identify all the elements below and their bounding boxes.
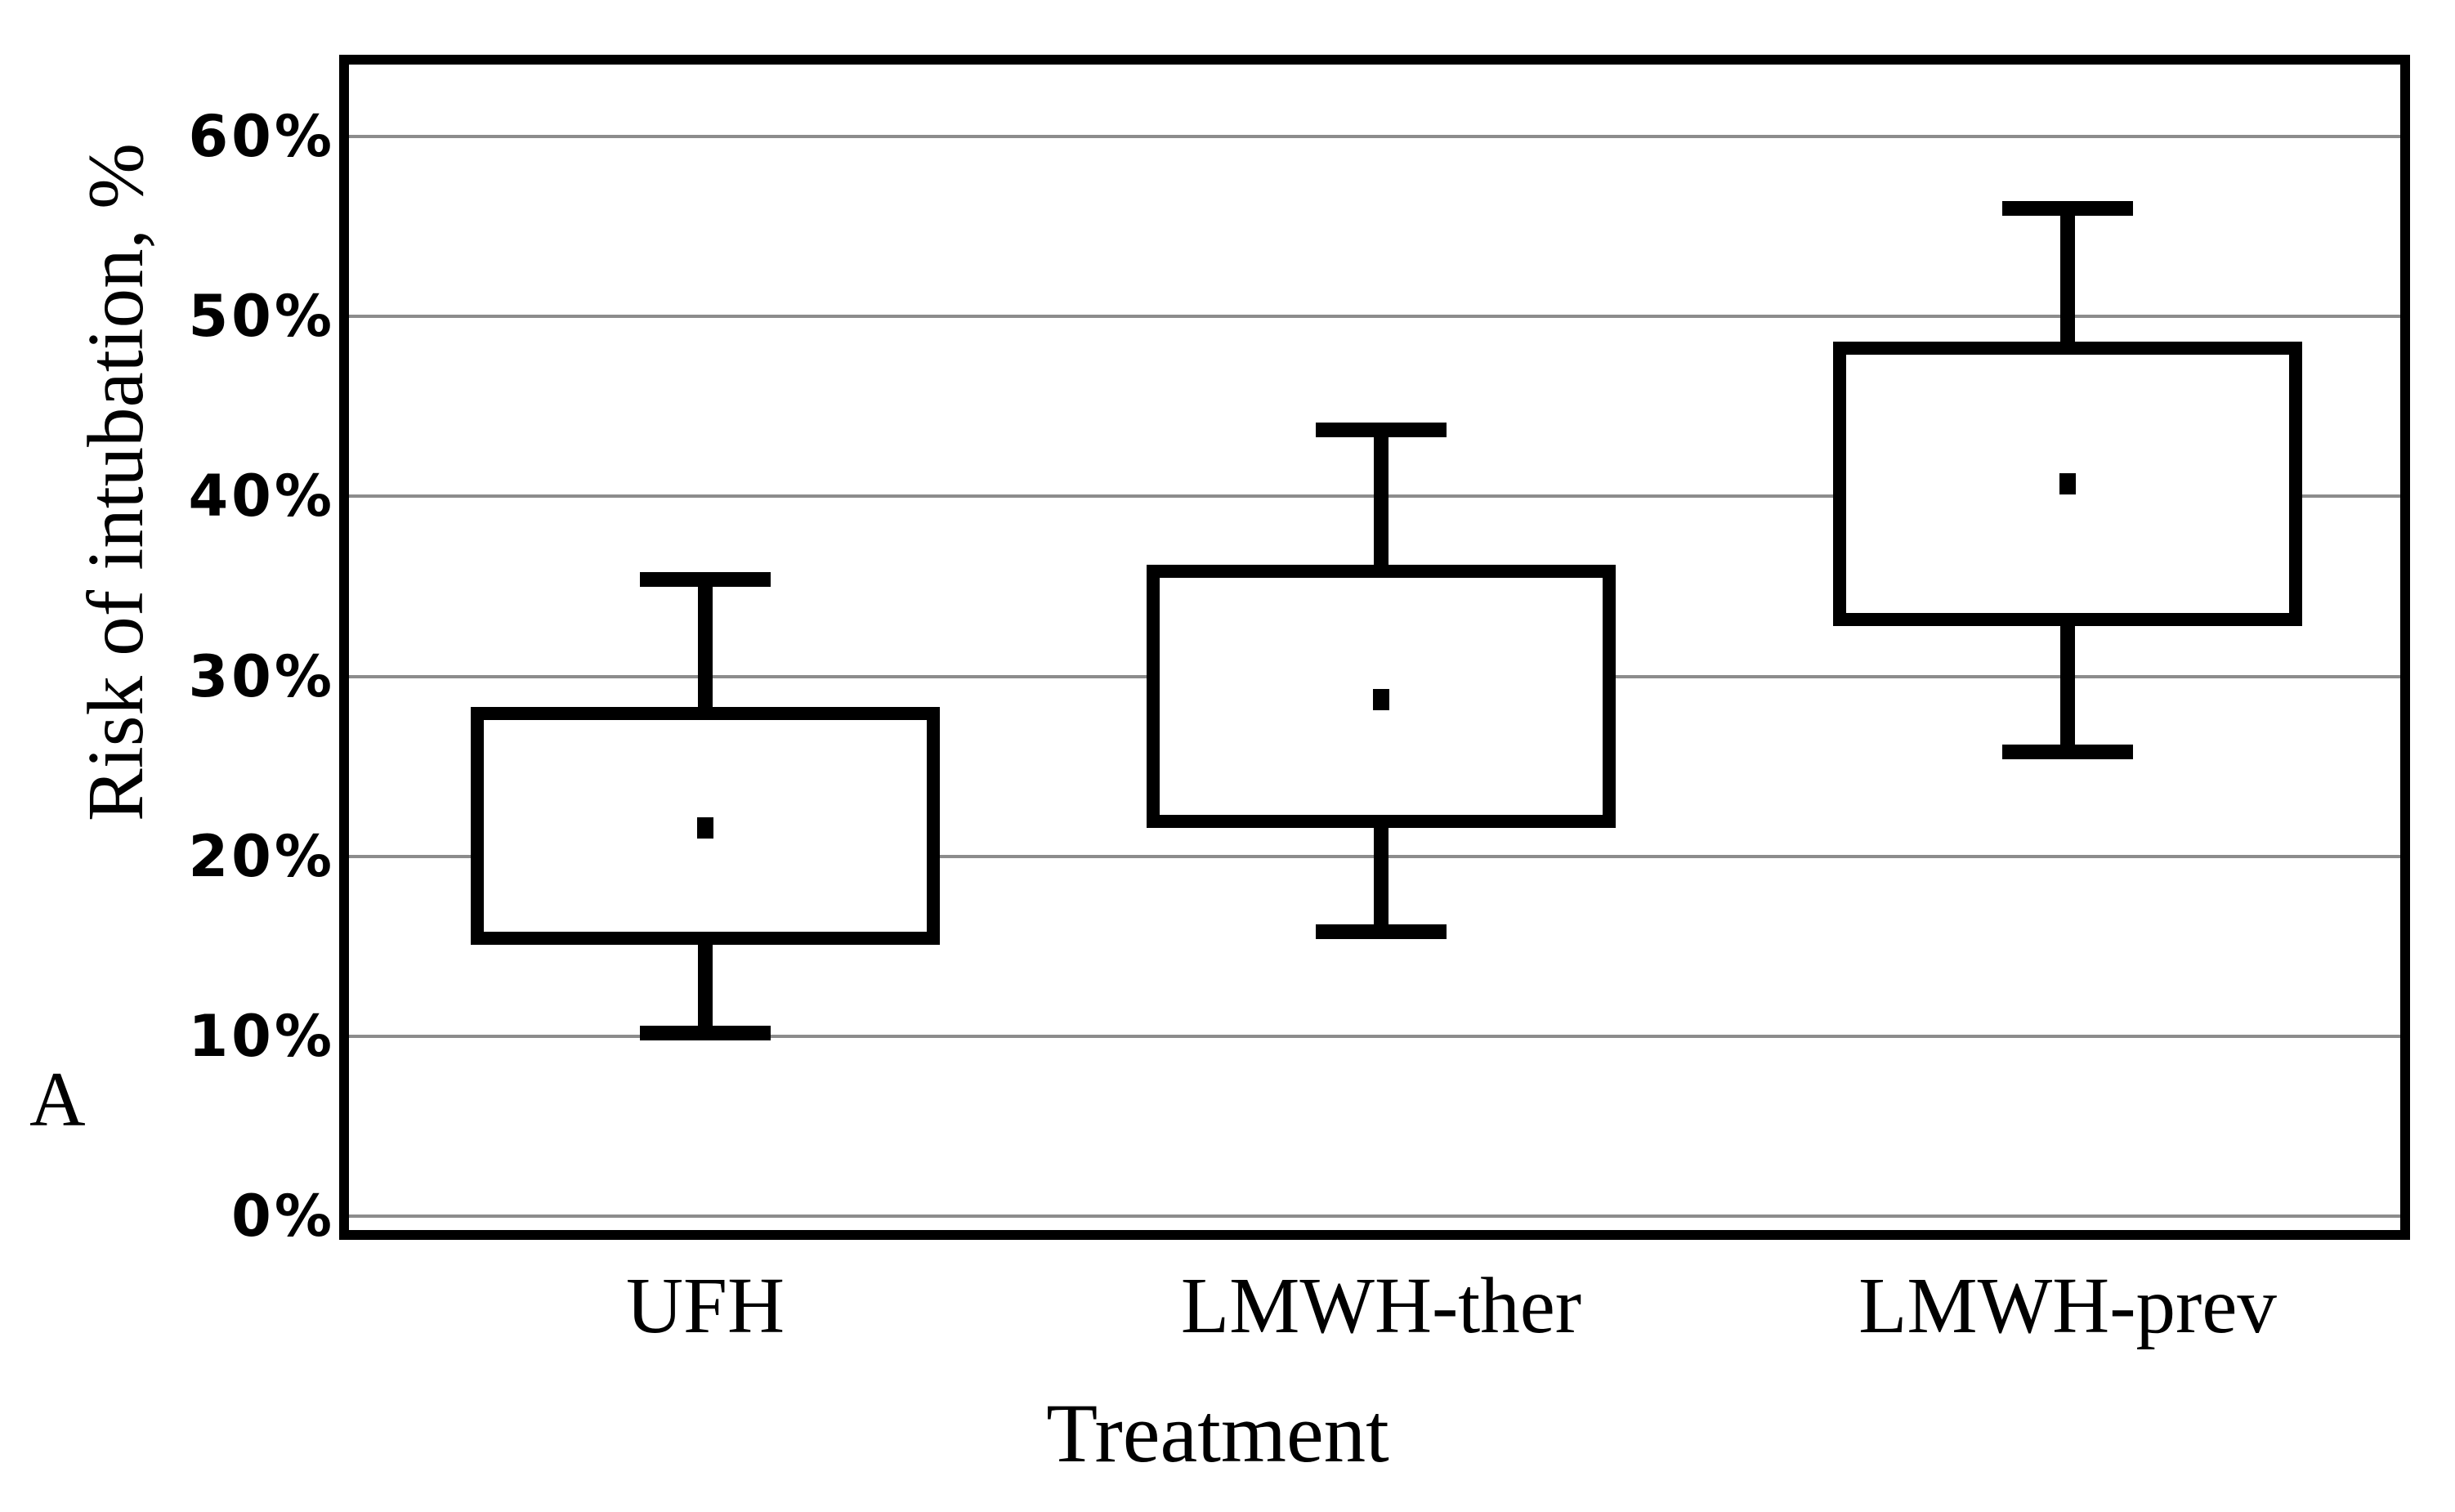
y-tick-label: 0% bbox=[231, 1183, 335, 1250]
whisker-cap-top bbox=[640, 571, 771, 587]
iqr-box bbox=[1147, 564, 1616, 828]
figure-panel-label: A bbox=[29, 1056, 86, 1143]
y-tick-label: 30% bbox=[188, 642, 335, 710]
y-grid-line bbox=[349, 135, 2400, 138]
mean-marker bbox=[1373, 689, 1389, 711]
whisker-cap-top bbox=[2002, 201, 2133, 217]
y-tick-label: 60% bbox=[188, 103, 335, 170]
y-tick-label: 10% bbox=[188, 1003, 335, 1070]
mean-marker bbox=[2059, 472, 2076, 494]
whisker-cap-bottom bbox=[1316, 924, 1447, 940]
x-axis-title: Treatment bbox=[1046, 1387, 1389, 1480]
y-grid-line bbox=[349, 315, 2400, 319]
whisker-cap-bottom bbox=[640, 1025, 771, 1040]
y-tick-label: 40% bbox=[188, 463, 335, 530]
y-tick-label: 50% bbox=[188, 283, 335, 351]
y-tick-label: 20% bbox=[188, 822, 335, 890]
x-category-label: UFH bbox=[625, 1262, 785, 1349]
y-grid-line bbox=[349, 1035, 2400, 1038]
plot-area bbox=[339, 55, 2410, 1240]
y-grid-line bbox=[349, 1215, 2400, 1219]
x-category-label: LMWH-ther bbox=[1180, 1262, 1582, 1349]
x-category-label: LMWH-prev bbox=[1858, 1262, 2277, 1349]
whisker-cap-top bbox=[1316, 422, 1447, 437]
mean-marker bbox=[697, 816, 713, 839]
whisker-cap-bottom bbox=[2002, 745, 2133, 760]
